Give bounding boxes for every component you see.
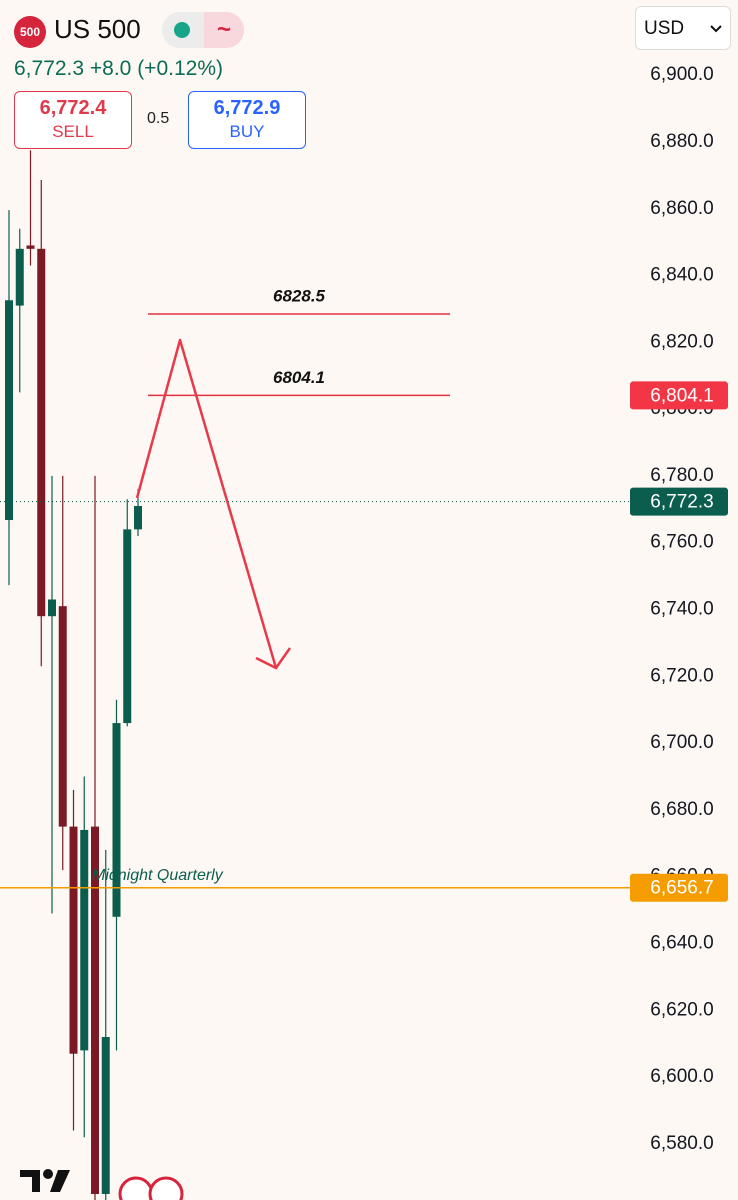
- currency-select[interactable]: USD: [635, 6, 731, 50]
- event-icons: [118, 1176, 184, 1200]
- y-tick-label: 6,860.0: [650, 198, 713, 219]
- drawn-arrow: [135, 338, 278, 669]
- candle-body: [80, 829, 89, 1051]
- spread: 0.5: [147, 110, 170, 127]
- candle-body: [26, 245, 35, 249]
- quote: 6,772.3 +8.0 (+0.12%): [14, 57, 223, 80]
- logo: [20, 1169, 70, 1192]
- price-tag: [630, 381, 728, 410]
- y-tick-label: 6,580.0: [650, 1133, 713, 1154]
- buy-button[interactable]: 6,772.9 BUY: [188, 91, 306, 149]
- market-open-dot: [174, 22, 190, 38]
- dropdown-caret: [710, 25, 722, 33]
- symbol[interactable]: US 500: [54, 14, 141, 44]
- currency: USD: [644, 18, 685, 39]
- candle-body: [69, 826, 78, 1054]
- symbol-badge: 500: [14, 16, 46, 48]
- price-tag-label: 6,804.1: [650, 385, 713, 406]
- candle-body: [37, 248, 46, 617]
- y-tick-label: 6,780.0: [650, 465, 713, 486]
- drawn-arrowhead: [255, 647, 292, 670]
- candle-body: [48, 599, 56, 617]
- candle-body: [112, 723, 121, 917]
- line-name: Midnight Quarterly: [92, 867, 224, 884]
- candle-body: [58, 606, 67, 827]
- price-tag: [630, 487, 728, 516]
- buy-price: 6,772.9: [213, 97, 281, 119]
- level-label: 6828.5: [273, 286, 326, 305]
- status-pill: ~: [162, 12, 244, 48]
- y-tick-label: 6,880.0: [650, 131, 713, 152]
- candle-body: [134, 505, 142, 530]
- buy-label: BUY: [229, 122, 265, 141]
- y-tick-label: 6,740.0: [650, 599, 713, 620]
- price-tag: [630, 873, 728, 902]
- y-tick-label: 6,700.0: [650, 732, 713, 753]
- y-tick-label: 6,720.0: [650, 665, 713, 686]
- sell-price: 6,772.4: [39, 97, 107, 119]
- y-tick-label: 6,600.0: [650, 1066, 713, 1087]
- y-tick-label: 6,900.0: [650, 64, 713, 85]
- y-tick-label: 6,680.0: [650, 799, 713, 820]
- y-tick-label: 6,760.0: [650, 532, 713, 553]
- candle-body: [5, 300, 13, 521]
- price-tag-label: 6,772.3: [650, 492, 713, 513]
- candle-body: [123, 529, 132, 724]
- candle-body: [15, 248, 24, 306]
- y-tick-label: 6,620.0: [650, 999, 713, 1020]
- y-tick-label: 6,840.0: [650, 265, 713, 286]
- price-tag-label: 6,656.7: [650, 878, 713, 899]
- y-tick-label: 6,820.0: [650, 331, 713, 352]
- sell-label: SELL: [52, 122, 94, 141]
- level-label: 6804.1: [273, 368, 325, 387]
- candle-body: [91, 826, 99, 1194]
- candle-body: [101, 1037, 110, 1194]
- delayed-icon: ~: [204, 12, 244, 48]
- sell-button[interactable]: 6,772.4 SELL: [14, 91, 132, 149]
- y-tick-label: 6,640.0: [650, 933, 713, 954]
